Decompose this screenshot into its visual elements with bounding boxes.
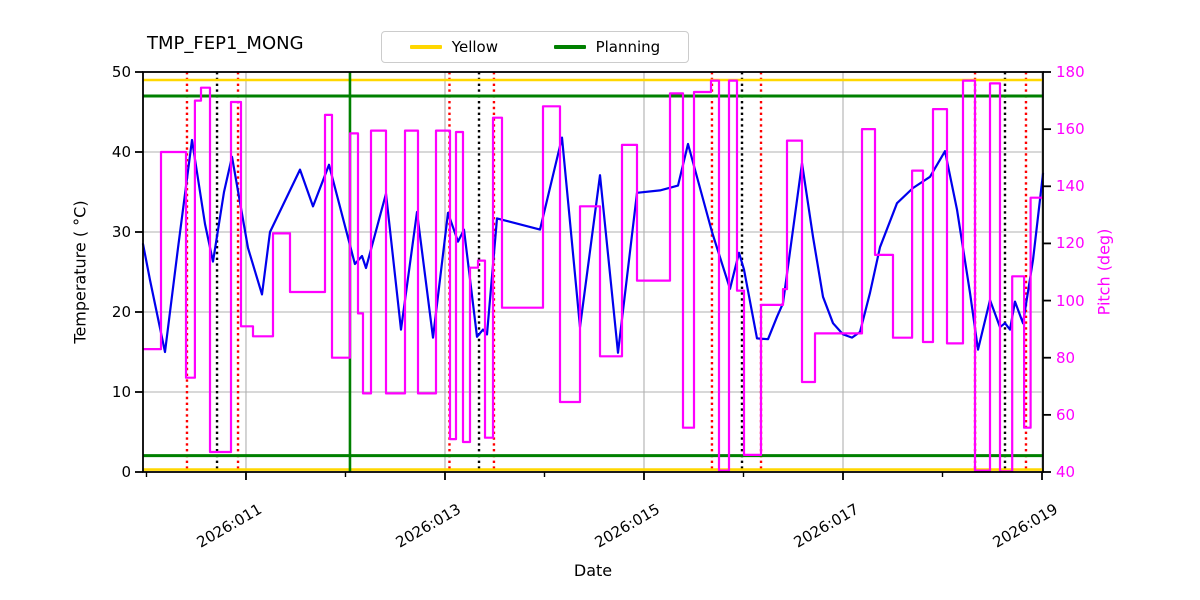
y-tick-label-left: 20	[111, 303, 131, 321]
axes-frame	[142, 71, 1044, 473]
legend-item-planning: Planning	[553, 38, 661, 56]
y-axis-label-left: Temperature ( °C)	[70, 200, 90, 344]
y-tick-label-right: 140	[1056, 177, 1085, 196]
legend-label-yellow: Yellow	[451, 38, 498, 56]
legend: Yellow Planning	[381, 31, 689, 63]
y-axis-label-right: Pitch (deg)	[1094, 228, 1114, 316]
y-tick-label-right: 80	[1056, 348, 1076, 367]
y-tick-label-right: 120	[1056, 234, 1085, 253]
y-tick-label-left: 0	[121, 463, 131, 481]
y-tick-label-right: 100	[1056, 291, 1085, 310]
pitch-line	[143, 79, 1043, 473]
planning-line-swatch	[553, 45, 586, 49]
y-tick-label-left: 40	[111, 143, 131, 161]
x-axis-label: Date	[573, 561, 613, 580]
legend-label-planning: Planning	[595, 38, 661, 56]
y-tick-label-right: 60	[1056, 405, 1076, 424]
y-tick-label-right: 40	[1056, 463, 1076, 481]
yellow-line-swatch	[409, 45, 442, 49]
y-tick-label-left: 50	[111, 63, 131, 81]
temperature-line	[141, 136, 1045, 354]
legend-item-yellow: Yellow	[409, 38, 498, 56]
y-tick-label-right: 180	[1056, 63, 1085, 81]
y-tick-label-left: 10	[111, 383, 131, 401]
y-tick-label-right: 160	[1056, 120, 1085, 139]
chart-title: TMP_FEP1_MONG	[147, 33, 304, 54]
y-tick-label-left: 30	[111, 223, 131, 241]
